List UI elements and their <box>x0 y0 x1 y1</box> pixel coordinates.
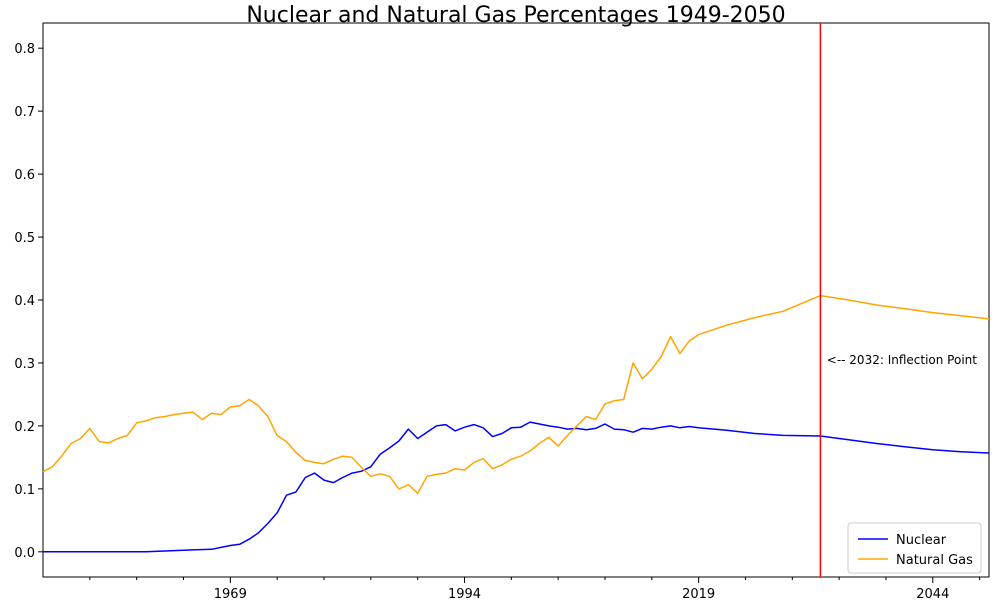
y-tick-label: 0.7 <box>14 105 35 120</box>
x-tick-label: 2044 <box>916 587 949 602</box>
y-tick-label: 0.6 <box>14 168 35 183</box>
y-tick-label: 0.2 <box>14 420 35 435</box>
chart-title: Nuclear and Natural Gas Percentages 1949… <box>246 3 785 28</box>
y-tick-label: 0.8 <box>14 42 35 57</box>
legend-natural-gas-label: Natural Gas <box>896 553 973 568</box>
y-tick-label: 0.0 <box>14 546 35 561</box>
y-tick-label: 0.4 <box>14 294 35 309</box>
x-tick-label: 1994 <box>448 587 481 602</box>
inflection-annotation: <-- 2032: Inflection Point <box>827 353 978 367</box>
x-tick-label: 2019 <box>682 587 715 602</box>
nuclear-line <box>43 421 990 553</box>
natural-gas-line <box>42 294 990 495</box>
legend-nuclear-label: Nuclear <box>896 533 947 548</box>
y-tick-label: 0.5 <box>14 231 35 246</box>
legend-box <box>847 522 982 574</box>
x-tick-label: 1969 <box>214 587 247 602</box>
legend: Nuclear Natural Gas <box>847 522 982 574</box>
y-tick-label: 0.3 <box>14 357 35 372</box>
y-tick-label: 0.1 <box>14 483 35 498</box>
plot-area: 0.0 0.1 0.2 0.3 0.4 0.5 0.6 0.7 0.8 1969 1994 2019 2… <box>14 22 990 602</box>
